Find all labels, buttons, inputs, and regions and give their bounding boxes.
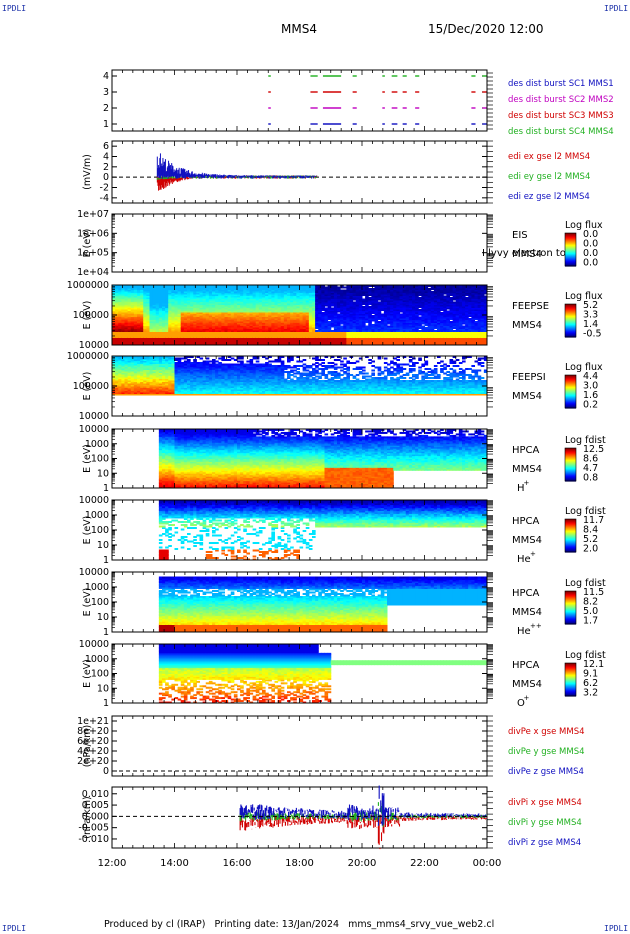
feepse-panel-cell [371,324,375,326]
feepse-panel-spectrogram [112,285,488,346]
feepse-panel-cell [371,288,375,290]
eis-panel-instrument-label: EIS [512,230,528,241]
feepse-panel-cell [340,289,344,292]
edi-panel-legend-entry: edi ey gse l2 MMS4 [508,172,590,182]
feepse-panel-cell [365,325,369,328]
feepse-panel-cell [377,321,382,323]
feepse-panel-cell [315,330,319,332]
feepse-panel-cell [337,286,341,289]
feepse-panel-cell [362,298,366,301]
feepse-panel-cell [343,289,347,292]
edi-panel-legend-entry: edi ez gse l2 MMS4 [508,192,590,202]
feepse-panel-cell [352,301,357,304]
feepse-panel-cell [340,325,344,328]
feepse-panel-cell [321,312,325,314]
feepse-panel-cell [324,286,329,289]
burst-panel-legend-entry: des dist burst SC4 MMS4 [508,127,614,137]
feepse-panel-cell [377,301,382,304]
feepse-panel-cell [368,288,372,290]
burst-panel-legend-entry: des dist burst SC1 MMS1 [508,79,614,89]
burst-panel-legend-entry: des dist burst SC2 MMS2 [508,95,614,105]
feepse-panel-cell [362,306,366,308]
feepse-panel-cell [330,307,335,310]
feepse-panel-cell [327,321,332,323]
burst-panel-ytick-label: 2 [103,103,109,114]
feepse-panel-cell [387,325,391,328]
eis-panel-overlay-text: I lyvy electron to [482,248,566,259]
burst-panel-ytick-label: 3 [103,87,109,98]
burst-panel-ytick-label: 1 [103,119,109,130]
edi-panel-series-z [156,153,318,179]
burst-panel-frame [111,69,488,132]
feepse-panel-cell [368,306,372,308]
eis-panel-ylabel: E (eV) [82,229,93,258]
burst-panel-ytick-label: 4 [103,71,109,82]
feepse-panel-cell [343,286,347,289]
feepse-panel-cell [380,313,385,316]
eis-panel-ytick-label: 1e+07 [77,209,109,220]
feepse-panel-cell [324,307,329,310]
feepse-panel-cell [368,297,372,299]
feepse-panel-cell [330,330,335,332]
burst-panel-legend-entry: des dist burst SC3 MMS3 [508,111,614,121]
eis-panel-ytick-label: 1e+04 [77,267,109,278]
eis-panel-cbar-tick: 0.0 [583,258,598,269]
edi-panel-ytick-label: -4 [100,193,109,204]
edi-panel-legend-entry: edi ex gse l2 MMS4 [508,152,590,162]
feepse-panel-cell [337,313,341,316]
edi-panel-ylabel: (mV/m) [82,154,93,190]
eis-panel-frame [111,213,488,273]
feepse-panel-cell [371,315,375,317]
feepse-panel-cell [399,313,404,316]
